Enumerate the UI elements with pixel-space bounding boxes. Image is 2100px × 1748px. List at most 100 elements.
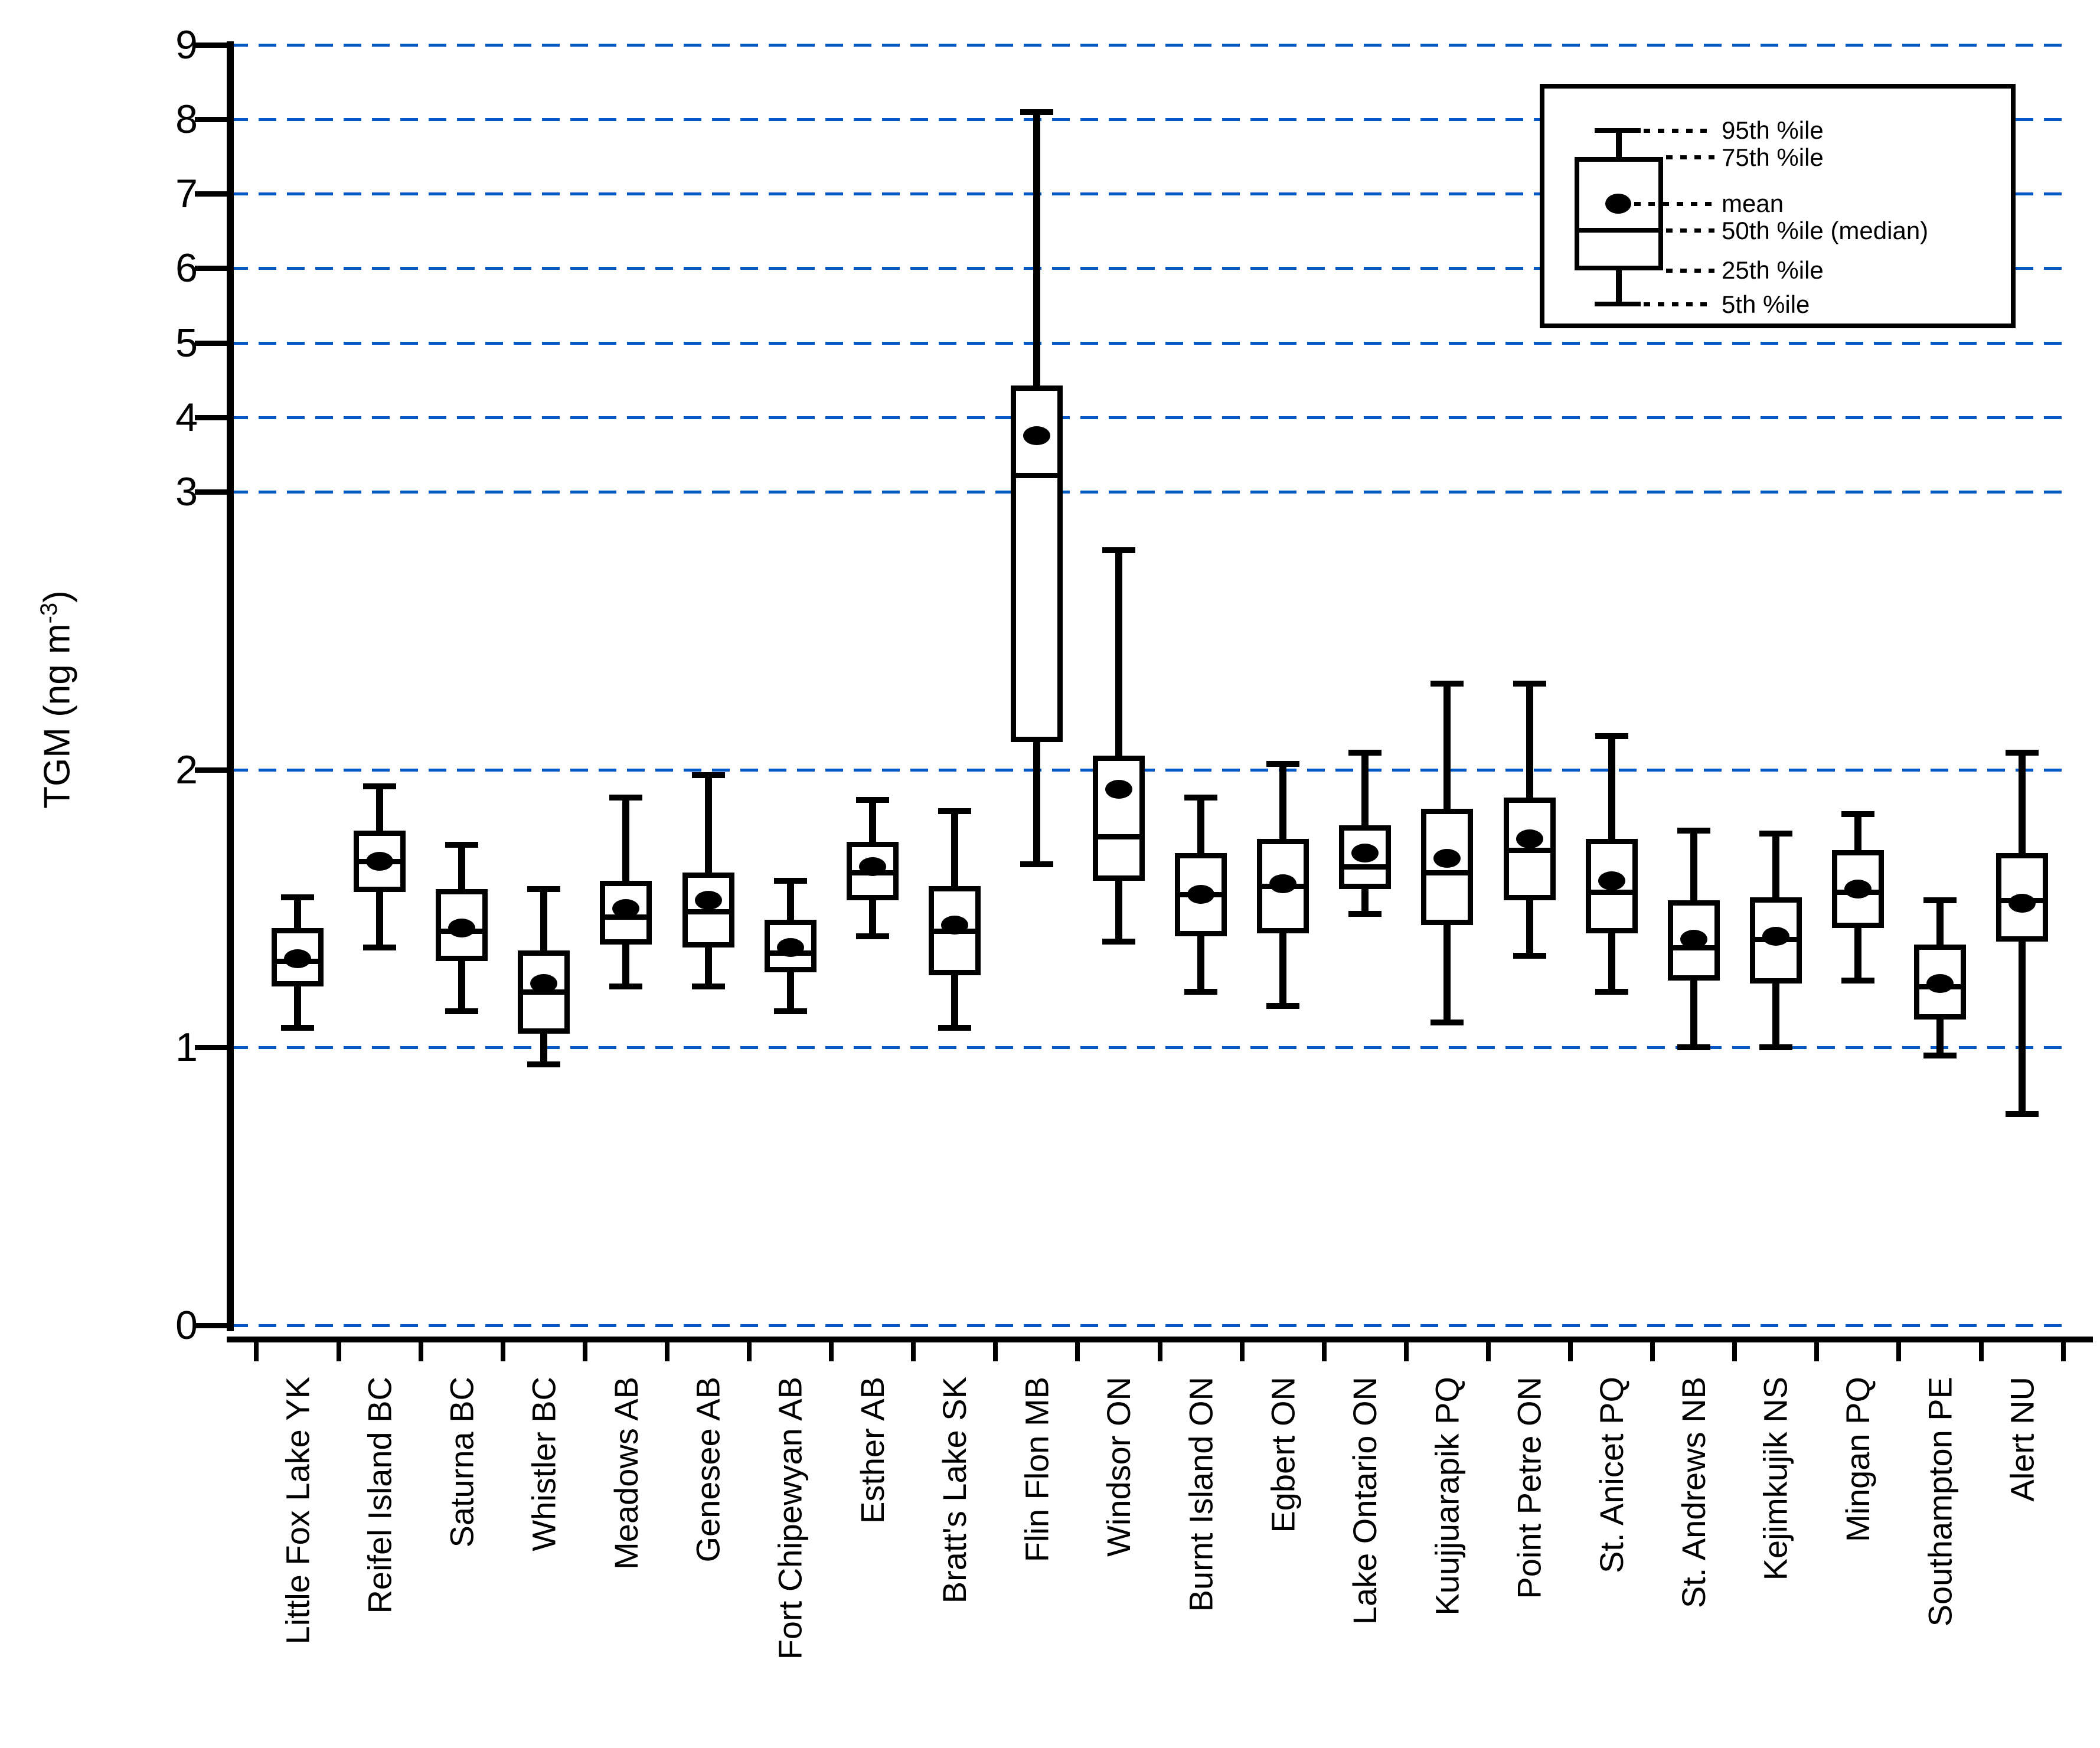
median-line-genesee-ab <box>682 909 734 914</box>
whisker-upper-egbert-on <box>1279 764 1287 839</box>
whisker-lower-burnt-island-on <box>1197 936 1205 992</box>
x-label-fort-chipewyan-ab: Fort Chipewyan AB <box>771 1377 809 1660</box>
whisker-cap-95th-southampton-pe <box>1923 897 1957 903</box>
whisker-cap-5th-meadows-ab <box>609 983 643 989</box>
x-axis-tick-2 <box>418 1342 423 1361</box>
whisker-cap-95th-egbert-on <box>1266 761 1300 767</box>
whisker-cap-95th-lake-ontario-on <box>1348 750 1382 756</box>
x-axis-tick-12 <box>1239 1342 1245 1361</box>
legend-box: 95th %ile 75th %ile mean 50th %ile (medi… <box>1540 84 2016 328</box>
x-axis-tick-10 <box>1075 1342 1080 1361</box>
x-label-saturna-bc: Saturna BC <box>443 1377 481 1548</box>
gridline-y8 <box>230 118 2066 122</box>
legend-label-75th: 75th %ile <box>1722 143 1824 171</box>
whisker-cap-5th-southampton-pe <box>1923 1053 1957 1059</box>
mean-dot-whistler-bc <box>530 974 558 994</box>
whisker-lower-point-petre-on <box>1526 900 1533 956</box>
legend-label-25th: 25th %ile <box>1722 256 1824 284</box>
y-tick-label-3: 3 <box>175 469 198 514</box>
whisker-cap-95th-kuujjuarapik-pq <box>1431 680 1464 687</box>
y-axis-title-exponent: -3 <box>36 602 62 624</box>
mean-dot-mingan-pq <box>1844 880 1872 899</box>
whisker-lower-esther-ab <box>868 900 876 937</box>
x-axis-tick-0 <box>254 1342 259 1361</box>
y-axis-tick-0 <box>195 1323 230 1328</box>
mean-dot-windsor-on <box>1105 779 1132 799</box>
gridline-y4 <box>230 416 2066 419</box>
whisker-cap-5th-esther-ab <box>855 933 889 940</box>
mean-dot-southampton-pe <box>1926 974 1954 994</box>
mean-dot-kejimkujik-ns <box>1762 927 1789 946</box>
whisker-cap-5th-fort-chipewyan-ab <box>773 1008 807 1015</box>
whisker-cap-95th-alert-nu <box>2006 750 2039 756</box>
mean-dot-bratt-s-lake-sk <box>940 916 968 935</box>
whisker-upper-mingan-pq <box>1854 813 1861 851</box>
y-axis-tick-4 <box>195 414 230 420</box>
whisker-upper-st-anicet-pq <box>1608 736 1615 839</box>
x-axis-tick-9 <box>993 1342 998 1361</box>
legend-leader-75th <box>1666 155 1714 159</box>
whisker-upper-kejimkujik-ns <box>1772 833 1779 898</box>
y-tick-label-4: 4 <box>175 394 198 440</box>
whisker-upper-genesee-ab <box>704 775 712 873</box>
x-label-kejimkujik-ns: Kejimkujik NS <box>1756 1377 1794 1581</box>
x-axis-tick-20 <box>1896 1342 1902 1361</box>
whisker-upper-little-fox-lake-yk <box>294 897 301 928</box>
y-axis-line <box>227 41 234 1331</box>
whisker-upper-windsor-on <box>1115 550 1122 756</box>
whisker-lower-southampton-pe <box>1936 1020 1944 1056</box>
whisker-cap-95th-st-andrews-nb <box>1677 828 1710 834</box>
y-tick-label-7: 7 <box>175 171 198 217</box>
legend-leader-5th <box>1644 302 1714 306</box>
whisker-cap-5th-point-petre-on <box>1513 953 1546 959</box>
whisker-lower-mingan-pq <box>1854 927 1861 981</box>
gridline-y0 <box>230 1324 2066 1327</box>
whisker-lower-windsor-on <box>1115 880 1122 942</box>
whisker-lower-bratt-s-lake-sk <box>951 975 958 1028</box>
x-label-flin-flon-mb: Flin Flon MB <box>1017 1377 1055 1563</box>
whisker-cap-5th-bratt-s-lake-sk <box>938 1025 971 1031</box>
whisker-lower-genesee-ab <box>704 947 712 986</box>
gridline-y3 <box>230 490 2066 494</box>
gridline-y9 <box>230 43 2066 47</box>
legend-whisker-line-bottom <box>1616 270 1622 302</box>
whisker-lower-alert-nu <box>2019 942 2026 1115</box>
whisker-cap-5th-burnt-island-on <box>1184 989 1218 995</box>
whisker-cap-95th-windsor-on <box>1102 547 1135 553</box>
whisker-cap-95th-saturna-bc <box>445 841 479 848</box>
x-axis-tick-15 <box>1485 1342 1491 1361</box>
median-line-st-anicet-pq <box>1585 889 1638 895</box>
x-label-little-fox-lake-yk: Little Fox Lake YK <box>279 1377 316 1645</box>
whisker-upper-point-petre-on <box>1526 683 1533 798</box>
whisker-upper-southampton-pe <box>1936 900 1944 945</box>
mean-dot-lake-ontario-on <box>1351 843 1379 862</box>
x-axis-tick-5 <box>664 1342 669 1361</box>
whisker-cap-5th-genesee-ab <box>691 983 725 989</box>
x-label-genesee-ab: Genesee AB <box>689 1377 727 1563</box>
x-label-kuujjuarapik-pq: Kuujjuarapik PQ <box>1428 1377 1466 1616</box>
x-label-mingan-pq: Mingan PQ <box>1838 1377 1876 1543</box>
mean-dot-egbert-on <box>1269 874 1297 893</box>
y-axis-title-suffix: ) <box>37 590 78 603</box>
whisker-upper-alert-nu <box>2019 753 2026 853</box>
x-axis-tick-1 <box>336 1342 341 1361</box>
x-axis-tick-22 <box>2060 1342 2066 1361</box>
y-axis-tick-6 <box>195 266 230 272</box>
whisker-upper-flin-flon-mb <box>1033 112 1040 385</box>
gridline-y6 <box>230 267 2066 270</box>
whisker-upper-kuujjuarapik-pq <box>1443 683 1451 809</box>
x-label-reifel-island-bc: Reifel Island BC <box>361 1377 399 1614</box>
y-tick-label-0: 0 <box>175 1303 198 1348</box>
y-axis-tick-5 <box>195 340 230 346</box>
legend-label-95th: 95th %ile <box>1722 116 1824 144</box>
gridline-y5 <box>230 341 2066 345</box>
whisker-cap-95th-reifel-island-bc <box>363 783 397 789</box>
mean-dot-genesee-ab <box>694 890 722 910</box>
whisker-cap-5th-lake-ontario-on <box>1348 911 1382 917</box>
whisker-lower-st-andrews-nb <box>1690 981 1697 1048</box>
whisker-upper-lake-ontario-on <box>1361 753 1369 825</box>
median-line-lake-ontario-on <box>1339 864 1392 870</box>
y-tick-label-6: 6 <box>175 246 198 291</box>
x-axis-tick-14 <box>1403 1342 1409 1361</box>
x-axis-tick-21 <box>1978 1342 1984 1361</box>
